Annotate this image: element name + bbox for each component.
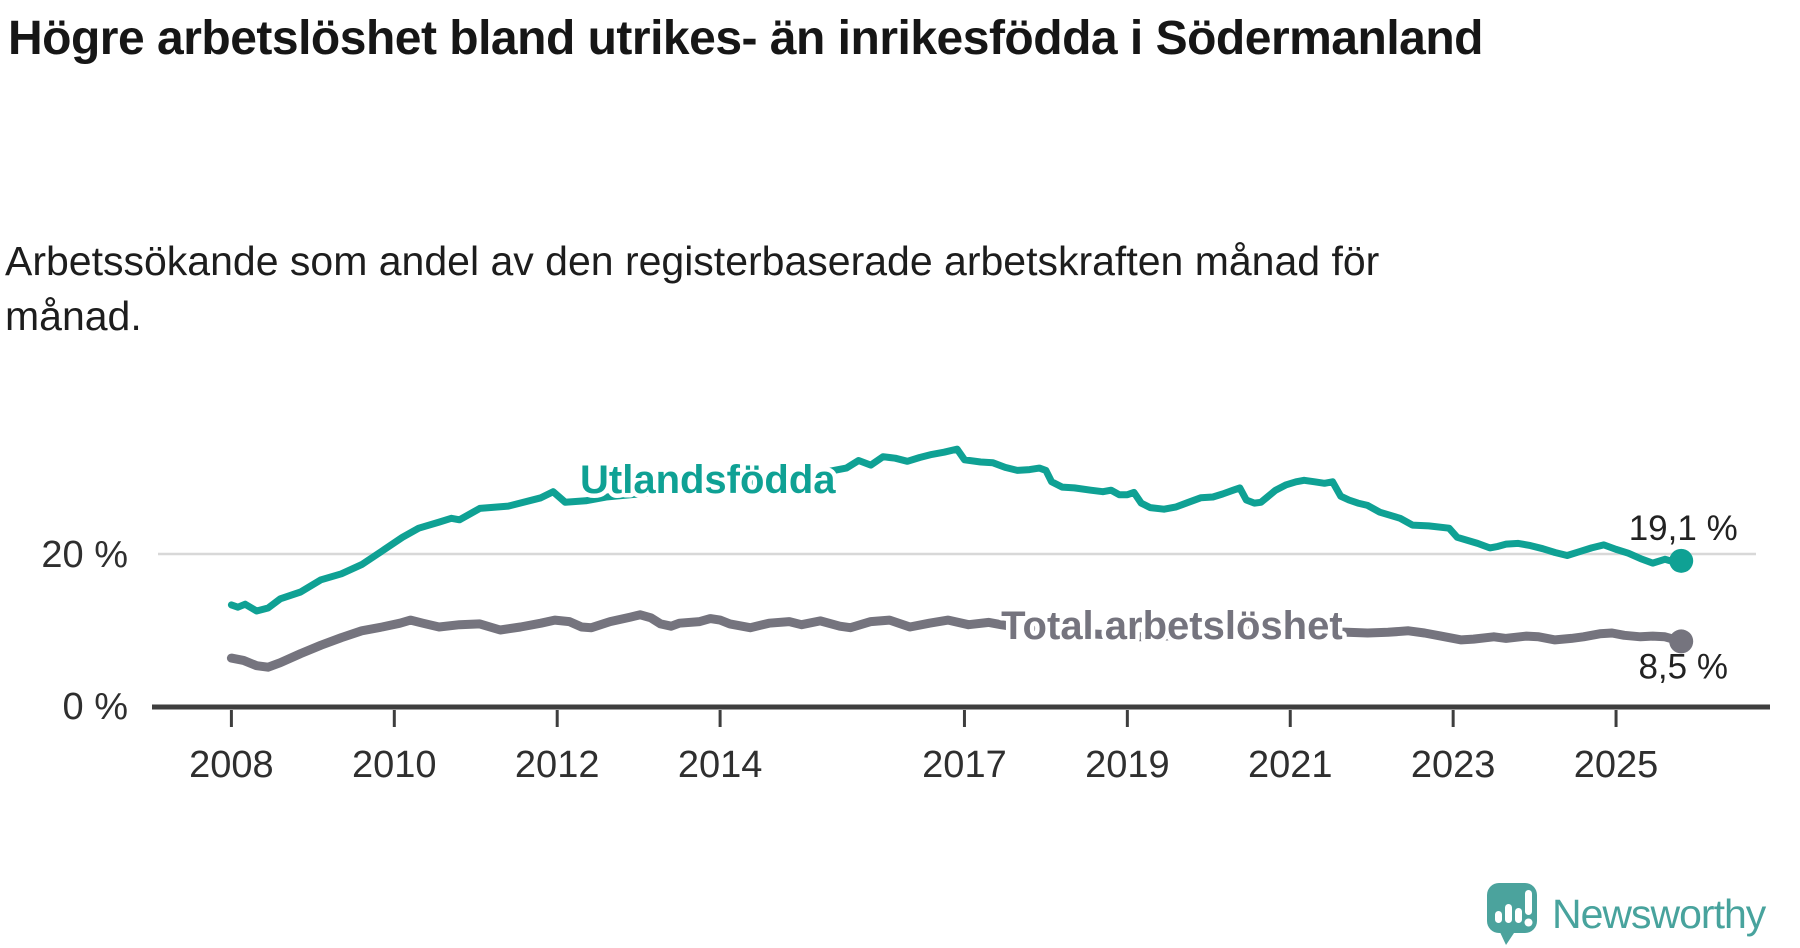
series-label-total-arbetsloshet: Total arbetslöshet [1001, 604, 1343, 648]
series-label-utlandsfodda: Utlandsfödda [580, 458, 836, 502]
newsworthy-logo-icon [1487, 883, 1537, 945]
x-axis-tick-label: 2010 [352, 744, 437, 786]
page-subtitle: Arbetssökande som andel av den registerb… [5, 238, 1380, 339]
x-axis-tick-label: 2023 [1411, 744, 1496, 786]
end-value-label-total-arbetsloshet: 8,5 % [1638, 647, 1728, 686]
newsworthy-logo[interactable]: Newsworthy [1486, 882, 1766, 946]
y-axis-tick-label: 0 % [63, 686, 128, 728]
x-axis-tick-label: 2021 [1248, 744, 1333, 786]
end-dot-utlandsfodda [1669, 548, 1694, 573]
end-dot-total-arbetsloshet [1669, 629, 1694, 654]
series-line-utlandsfodda [227, 445, 1685, 615]
x-axis-tick-label: 2017 [922, 744, 1007, 786]
x-axis-tick-label: 2014 [678, 744, 763, 786]
end-value-label-utlandsfodda: 19,1 % [1629, 509, 1738, 548]
series-line-total-arbetsloshet [226, 610, 1686, 672]
x-axis-tick-label: 2019 [1085, 744, 1170, 786]
x-axis-tick-label: 2012 [515, 744, 600, 786]
brand-name: Newsworthy [1552, 890, 1766, 937]
x-axis-tick-label: 2025 [1574, 744, 1659, 786]
page-title: Högre arbetslöshet bland utrikes- än inr… [8, 12, 1483, 65]
x-axis-tick-label: 2008 [189, 744, 274, 786]
y-axis-tick-label: 20 % [41, 534, 128, 576]
